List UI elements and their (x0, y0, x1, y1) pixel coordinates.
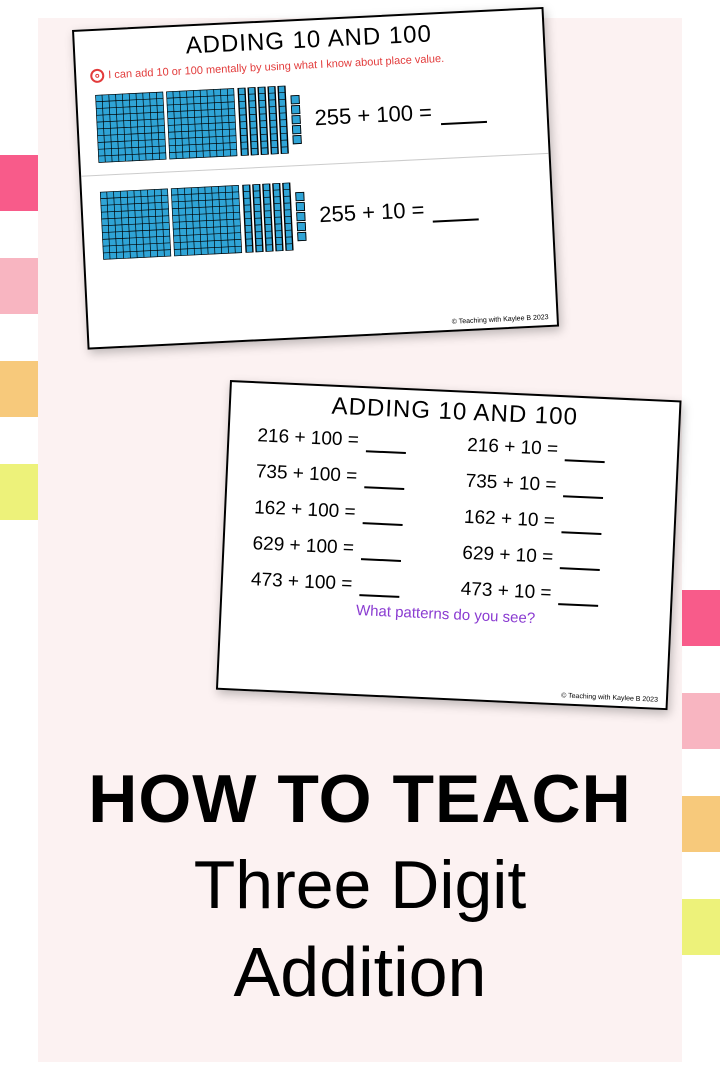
answer-blank (362, 503, 403, 526)
blocks-area (100, 182, 307, 260)
one-cube (290, 94, 299, 103)
equation-text: 255 + 10 = (319, 194, 479, 228)
one-cube (292, 134, 301, 143)
answer-blank (565, 440, 606, 463)
one-cube (296, 211, 305, 220)
answer-blank (364, 467, 405, 490)
stripe-right-1 (682, 590, 720, 646)
target-icon (90, 68, 105, 83)
card2-credit: © Teaching with Kaylee B 2023 (561, 692, 658, 703)
answer-blank (563, 476, 604, 499)
stripe-left-4 (0, 464, 38, 520)
ten-rod (277, 86, 289, 154)
equation-text: 255 + 100 = (314, 97, 487, 131)
headline-line3: Addition (0, 932, 720, 1012)
one-cube (296, 201, 305, 210)
stripe-left-2 (0, 258, 38, 314)
worksheet-card-2: ADDING 10 AND 100 216 + 100 = 216 + 10 =… (216, 380, 682, 710)
equation-cell: 162 + 10 = (463, 507, 646, 537)
answer-blank (366, 431, 407, 454)
equation-cell: 162 + 100 = (254, 497, 437, 527)
headline-line2: Three Digit (0, 846, 720, 924)
answer-blank (562, 512, 603, 535)
hundred-block (171, 185, 242, 256)
one-cube (295, 191, 304, 200)
stripe-right-2 (682, 693, 720, 749)
one-cube (297, 231, 306, 240)
hundred-block (100, 189, 171, 260)
answer-blank (558, 584, 599, 607)
blocks-area (95, 85, 302, 163)
tens-group (237, 86, 289, 156)
card1-row: 255 + 10 = (81, 160, 553, 267)
answer-blank (432, 196, 479, 222)
equation-cell: 735 + 10 = (465, 471, 648, 501)
hundred-block (95, 92, 166, 163)
stripe-left-3 (0, 361, 38, 417)
answer-blank (361, 539, 402, 562)
card2-grid: 216 + 100 = 216 + 10 = 735 + 100 = 735 +… (222, 416, 677, 610)
tens-group (242, 182, 294, 252)
equation-cell: 629 + 10 = (462, 543, 645, 573)
equation-cell: 216 + 10 = (467, 435, 650, 465)
answer-blank (439, 99, 486, 125)
ones-group (295, 191, 306, 240)
equation-cell: 629 + 100 = (252, 533, 435, 563)
answer-blank (359, 575, 400, 598)
worksheet-card-1: ADDING 10 AND 100 I can add 10 or 100 me… (72, 7, 559, 350)
one-cube (292, 124, 301, 133)
hundred-block (166, 88, 237, 159)
card1-credit: © Teaching with Kaylee B 2023 (452, 314, 549, 326)
one-cube (297, 221, 306, 230)
equation-cell: 216 + 100 = (257, 425, 440, 455)
one-cube (291, 114, 300, 123)
answer-blank (560, 548, 601, 571)
one-cube (291, 104, 300, 113)
ten-rod (282, 182, 294, 250)
stripe-left-1 (0, 155, 38, 211)
ones-group (290, 94, 301, 143)
headline-line1: HOW TO TEACH (0, 760, 720, 838)
equation-cell: 735 + 100 = (255, 461, 438, 491)
